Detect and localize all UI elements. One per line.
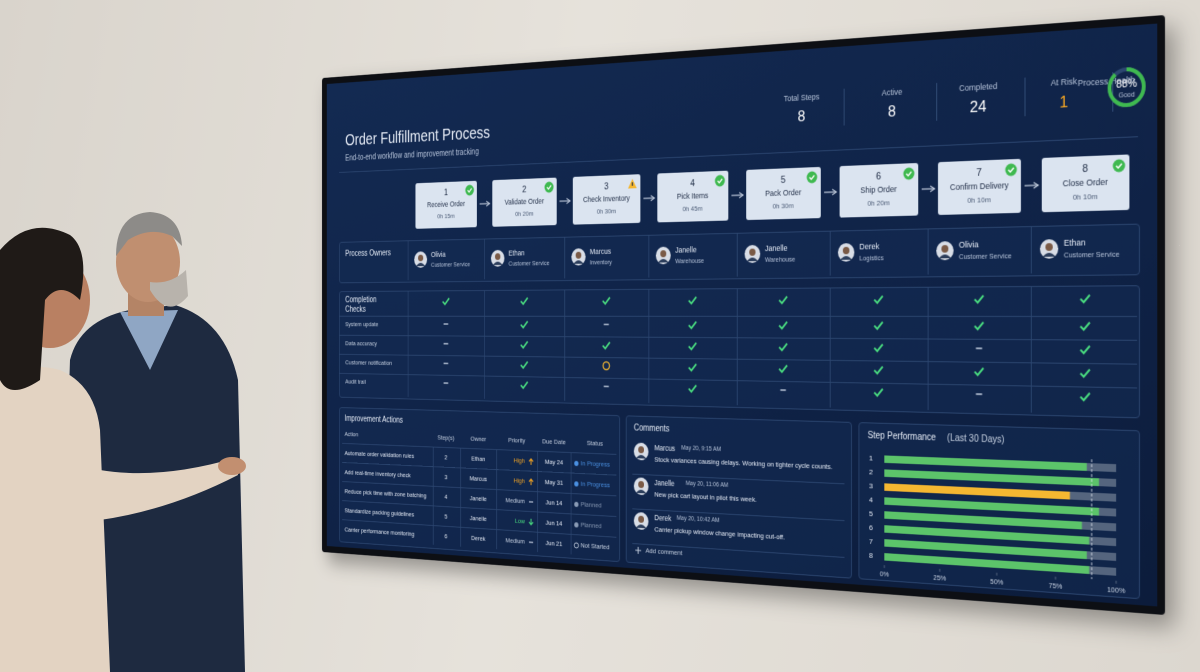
page: Order Fulfillment Process End-to-end work…	[0, 0, 1200, 672]
people	[0, 0, 1200, 672]
